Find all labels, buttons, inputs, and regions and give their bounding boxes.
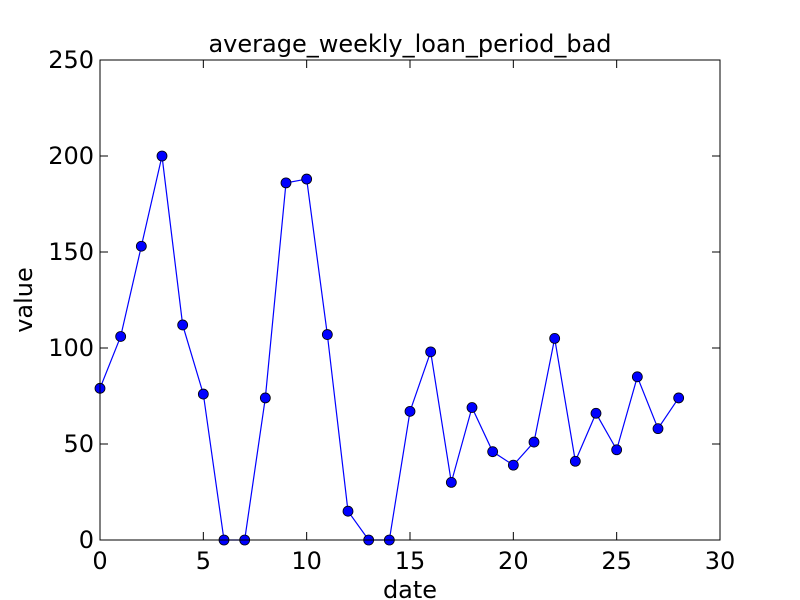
- data-point: [135, 240, 147, 252]
- data-point: [673, 392, 685, 404]
- data-point: [549, 332, 561, 344]
- data-point: [425, 346, 437, 358]
- x-tick-label: 30: [705, 547, 736, 575]
- data-point: [507, 459, 519, 471]
- chart-title: average_weekly_loan_period_bad: [208, 30, 611, 58]
- data-point: [342, 505, 354, 517]
- axes-frame: [99, 59, 721, 541]
- y-axis-label: value: [10, 267, 38, 333]
- data-point: [404, 405, 416, 417]
- y-tick-label: 250: [48, 46, 94, 74]
- y-tick-label: 150: [48, 238, 94, 266]
- y-tick-label: 200: [48, 142, 94, 170]
- data-point: [115, 331, 127, 342]
- x-tick-label: 5: [196, 547, 211, 575]
- data-point: [301, 173, 313, 185]
- data-point: [321, 329, 333, 340]
- x-tick-label: 0: [92, 547, 107, 575]
- data-point: [259, 392, 271, 404]
- data-point: [197, 388, 209, 400]
- y-tick-label: 50: [63, 430, 94, 458]
- data-point: [631, 371, 643, 383]
- axis-ticks: 0 5 10 15 20 25 30 0 50 100 150 200 250: [48, 46, 735, 575]
- data-point: [487, 446, 499, 458]
- data-point: [280, 177, 292, 189]
- data-point: [177, 319, 189, 331]
- series-line: [99, 155, 680, 541]
- x-tick-label: 15: [395, 547, 426, 575]
- y-tick-label: 0: [79, 526, 94, 554]
- y-tick-label: 100: [48, 334, 94, 362]
- x-tick-label: 25: [601, 547, 632, 575]
- x-tick-label: 20: [498, 547, 529, 575]
- data-point: [590, 407, 602, 419]
- data-point: [466, 402, 478, 413]
- data-point: [569, 455, 581, 467]
- data-point: [156, 150, 168, 162]
- data-point: [652, 423, 664, 435]
- x-axis-label: date: [383, 576, 437, 600]
- data-point: [611, 444, 623, 456]
- data-point: [528, 436, 540, 448]
- plot-area: [94, 150, 685, 546]
- data-point: [445, 476, 457, 488]
- x-tick-label: 10: [291, 547, 322, 575]
